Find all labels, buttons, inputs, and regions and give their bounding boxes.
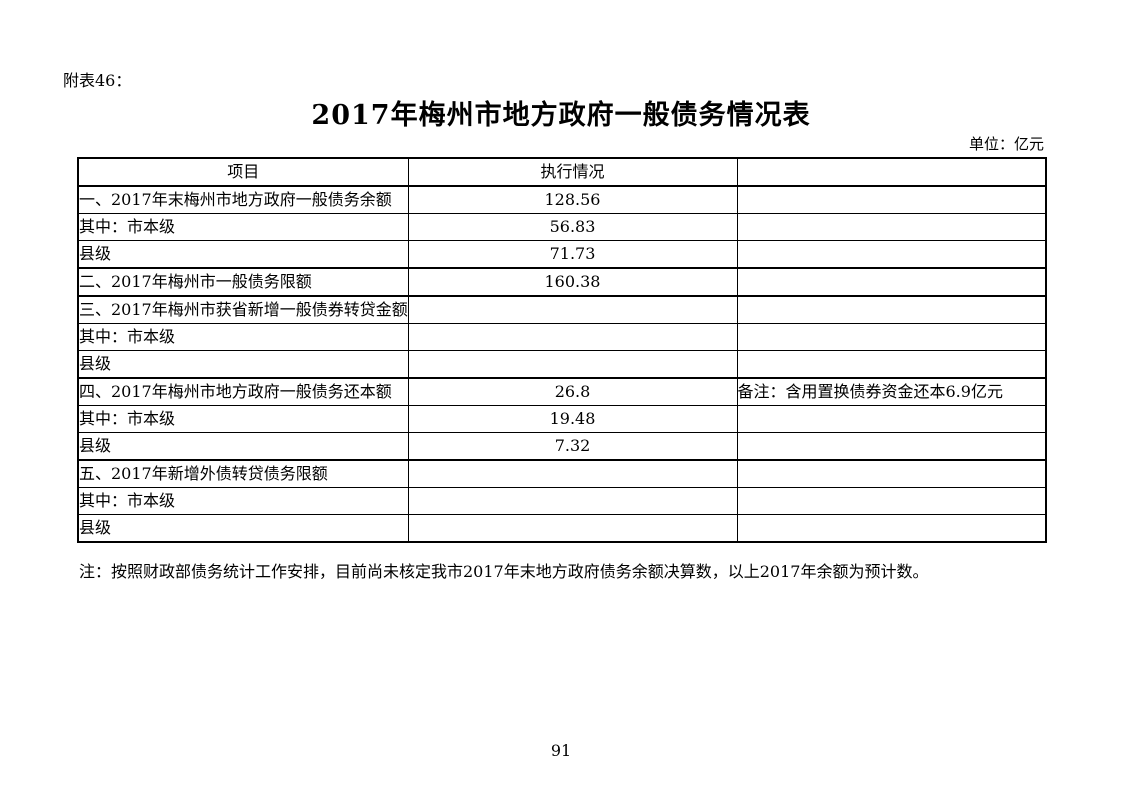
row-value [407, 514, 738, 543]
row-remark [736, 323, 1047, 351]
table-row: 县级 [77, 350, 1047, 379]
row-item-label: 三、2017年梅州市获省新增一般债券转贷金额 [77, 295, 409, 324]
row-value [407, 350, 738, 379]
row-item-label: 其中：市本级 [77, 323, 409, 351]
row-item-label: 二、2017年梅州市一般债务限额 [77, 267, 409, 297]
table-row: 三、2017年梅州市获省新增一般债券转贷金额 [77, 295, 1047, 324]
row-remark [736, 514, 1047, 543]
row-item-label: 县级 [77, 514, 409, 543]
row-item-label: 其中：市本级 [77, 213, 409, 241]
debt-table: 项目 执行情况 一、2017年末梅州市地方政府一般债务余额 128.56 其中：… [77, 157, 1047, 543]
row-item-label: 县级 [77, 240, 409, 269]
table-row: 其中：市本级 19.48 [77, 405, 1047, 433]
column-header-remark [736, 157, 1047, 187]
table-row: 县级 7.32 [77, 432, 1047, 461]
table-row: 县级 71.73 [77, 240, 1047, 269]
page-title: 2017年梅州市地方政府一般债务情况表 [311, 100, 811, 131]
row-remark [736, 432, 1047, 461]
table-header-row: 项目 执行情况 [77, 157, 1047, 187]
row-value: 7.32 [407, 432, 738, 461]
row-item-label: 其中：市本级 [77, 487, 409, 515]
row-item-label: 五、2017年新增外债转贷债务限额 [77, 459, 409, 488]
row-remark [736, 350, 1047, 379]
page-number: 91 [550, 741, 572, 760]
row-value [407, 459, 738, 488]
row-item-label: 一、2017年末梅州市地方政府一般债务余额 [77, 185, 409, 214]
row-remark [736, 405, 1047, 433]
row-value [407, 295, 738, 324]
row-item-label: 其中：市本级 [77, 405, 409, 433]
table-row: 其中：市本级 [77, 323, 1047, 351]
table-row: 四、2017年梅州市地方政府一般债务还本额 26.8 备注：含用置换债券资金还本… [77, 377, 1047, 406]
unit-label: 单位：亿元 [968, 135, 1044, 153]
table-row: 五、2017年新增外债转贷债务限额 [77, 459, 1047, 488]
row-value: 26.8 [407, 377, 738, 406]
row-value: 56.83 [407, 213, 738, 241]
row-value [407, 487, 738, 515]
row-remark [736, 240, 1047, 269]
row-remark [736, 487, 1047, 515]
column-header-execution: 执行情况 [407, 157, 738, 187]
table-row: 二、2017年梅州市一般债务限额 160.38 [77, 267, 1047, 297]
row-value: 71.73 [407, 240, 738, 269]
row-remark [736, 185, 1047, 214]
table-row: 其中：市本级 56.83 [77, 213, 1047, 241]
row-value: 128.56 [407, 185, 738, 214]
attachment-table-label: 附表46： [63, 71, 132, 90]
row-item-label: 四、2017年梅州市地方政府一般债务还本额 [77, 377, 409, 406]
table-row: 一、2017年末梅州市地方政府一般债务余额 128.56 [77, 185, 1047, 214]
row-remark [736, 459, 1047, 488]
table-row: 县级 [77, 514, 1047, 543]
row-remark [736, 267, 1047, 297]
column-header-item: 项目 [77, 157, 409, 187]
row-remark [736, 295, 1047, 324]
row-item-label: 县级 [77, 432, 409, 461]
row-item-label: 县级 [77, 350, 409, 379]
row-value: 160.38 [407, 267, 738, 297]
row-remark [736, 213, 1047, 241]
footnote: 注：按照财政部债务统计工作安排，目前尚未核定我市2017年末地方政府债务余额决算… [79, 562, 929, 581]
row-value: 19.48 [407, 405, 738, 433]
table-row: 其中：市本级 [77, 487, 1047, 515]
row-value [407, 323, 738, 351]
row-remark: 备注：含用置换债券资金还本6.9亿元 [736, 377, 1047, 406]
